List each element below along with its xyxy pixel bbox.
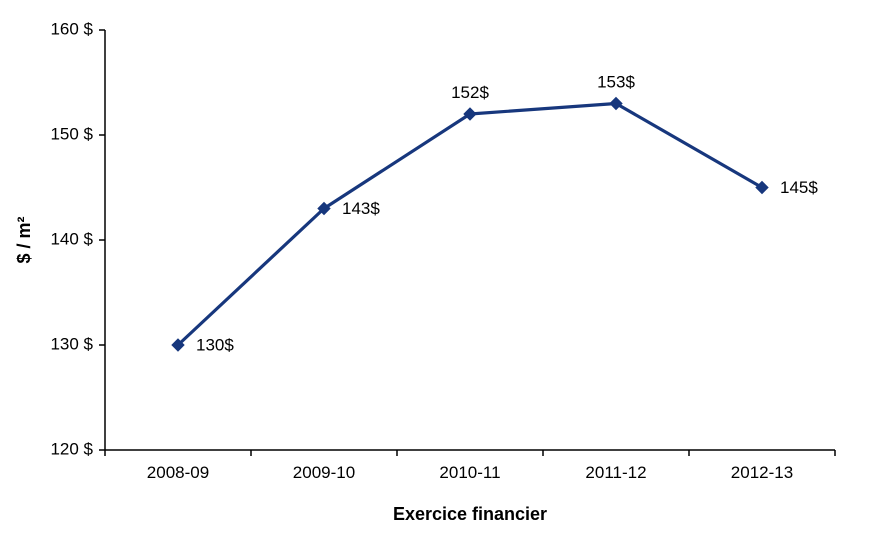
data-label: 153$ bbox=[597, 73, 635, 92]
data-label: 130$ bbox=[196, 335, 234, 354]
y-tick-label: 130 $ bbox=[50, 334, 93, 353]
y-tick-label: 140 $ bbox=[50, 229, 93, 248]
x-axis-title: Exercice financier bbox=[393, 504, 547, 524]
y-axis-title: $ / m² bbox=[14, 216, 34, 263]
x-tick-label: 2010-11 bbox=[439, 463, 500, 482]
y-tick-label: 160 $ bbox=[50, 19, 93, 38]
x-tick-label: 2012-13 bbox=[731, 463, 793, 482]
data-label: 143$ bbox=[342, 199, 380, 218]
data-label: 145$ bbox=[780, 178, 818, 197]
y-tick-label: 120 $ bbox=[50, 439, 93, 458]
x-tick-label: 2011-12 bbox=[585, 463, 646, 482]
x-tick-label: 2008-09 bbox=[147, 463, 209, 482]
data-label: 152$ bbox=[451, 83, 489, 102]
y-tick-label: 150 $ bbox=[50, 124, 93, 143]
x-tick-label: 2009-10 bbox=[293, 463, 355, 482]
